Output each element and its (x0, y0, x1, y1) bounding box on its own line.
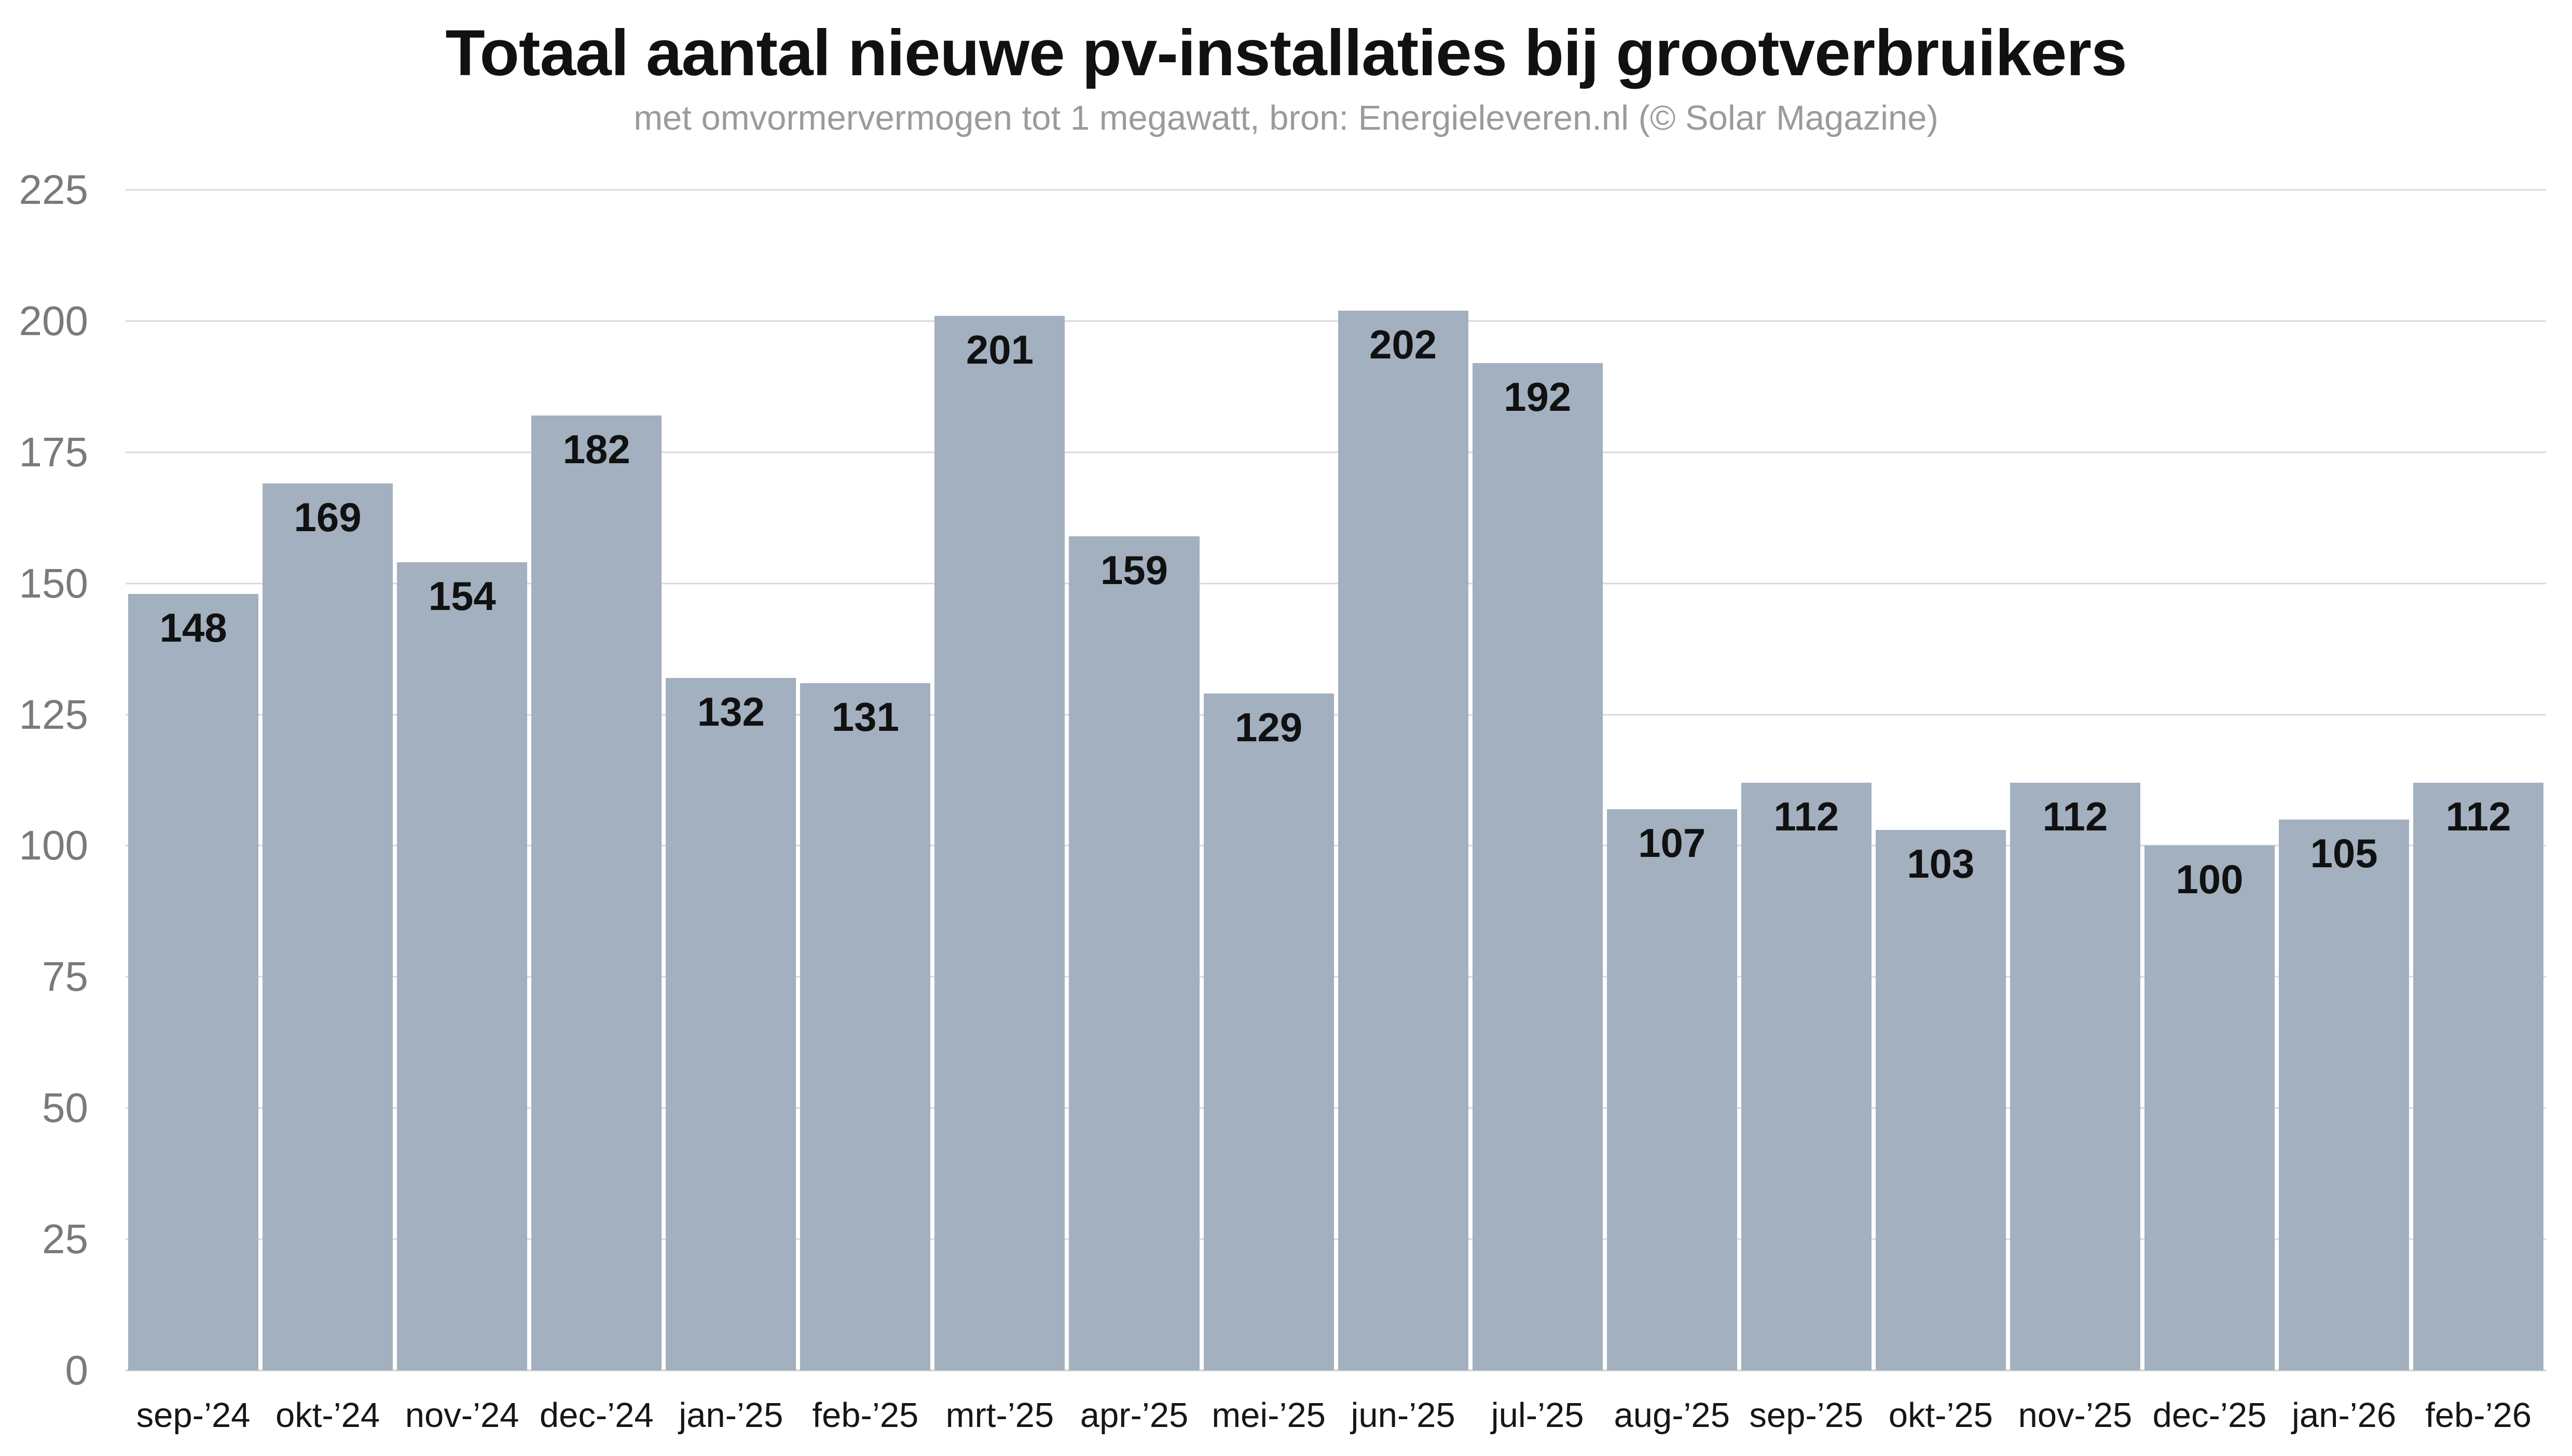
bar-value-label: 202 (1369, 321, 1437, 367)
gridline (126, 189, 2546, 191)
x-tick-label: sep-’25 (1749, 1396, 1864, 1435)
bar-value-label: 112 (2042, 794, 2108, 840)
x-tick-label: jan-’25 (679, 1396, 783, 1435)
bar: 202 (1338, 310, 1468, 1370)
x-tick-label: jun-’25 (1351, 1396, 1455, 1435)
plot-area: 148 169 154 182 132 131 201 159 129 202 192 107 112 1… (126, 189, 2546, 1371)
chart-header: Totaal aantal nieuwe pv-installaties bij… (0, 15, 2572, 139)
bar-value-label: 201 (966, 326, 1034, 372)
gridline (126, 320, 2546, 322)
x-tick-label: aug-’25 (1614, 1396, 1730, 1435)
bar-value-label: 132 (697, 688, 765, 734)
bar-value-label: 112 (1773, 794, 1839, 840)
x-tick-label: feb-’26 (2425, 1396, 2532, 1435)
y-axis: 0 25 50 75 100 125 150 175 200 225 (0, 169, 88, 1391)
gridline (126, 976, 2546, 978)
y-tick-label: 50 (42, 1085, 88, 1131)
bars: 148 169 154 182 132 131 201 159 129 202 192 107 112 1… (128, 190, 2544, 1370)
bar: 112 (2010, 783, 2140, 1370)
bar: 112 (1741, 783, 1872, 1370)
bar: 103 (1875, 830, 2006, 1370)
x-tick-label: apr-’25 (1080, 1396, 1189, 1435)
gridline (126, 583, 2546, 585)
bar: 131 (800, 683, 931, 1370)
x-tick-label: jan-’26 (2291, 1396, 2397, 1435)
x-tick-label: sep-’24 (136, 1396, 251, 1435)
gridline (126, 1107, 2546, 1109)
y-tick-label: 25 (42, 1216, 88, 1263)
x-axis: sep-’24 okt-’24 nov-’24 dec-’24 jan-’25 feb-’… (128, 1396, 2543, 1435)
x-tick-label: dec-’25 (2152, 1396, 2267, 1435)
y-tick-label: 125 (19, 691, 88, 738)
x-tick-label: jul-’25 (1491, 1396, 1584, 1435)
x-tick-label: feb-’25 (812, 1396, 919, 1435)
gridline (126, 451, 2546, 453)
bar: 169 (263, 483, 393, 1370)
bar: 148 (128, 593, 259, 1370)
bar-value-label: 129 (1234, 704, 1303, 751)
bar-value-label: 148 (159, 604, 227, 650)
bar: 112 (2413, 783, 2544, 1370)
bar: 182 (531, 415, 662, 1370)
gridline (126, 844, 2546, 847)
bar: 192 (1472, 363, 1603, 1370)
y-tick-label: 150 (19, 560, 88, 606)
bar: 100 (2144, 845, 2275, 1370)
bar: 105 (2279, 819, 2410, 1370)
y-tick-label: 175 (19, 428, 88, 475)
y-tick-label: 75 (42, 953, 88, 1000)
bar: 201 (934, 315, 1065, 1370)
y-tick-label: 100 (19, 822, 88, 869)
bar-value-label: 182 (562, 426, 630, 472)
y-tick-label: 225 (19, 167, 88, 213)
gridline (126, 714, 2546, 716)
bar-value-label: 169 (294, 494, 362, 540)
chart-subtitle: met omvormervermogen tot 1 megawatt, bro… (634, 99, 1938, 137)
bar-value-label: 112 (2445, 794, 2511, 840)
bar-value-label: 105 (2310, 830, 2378, 876)
x-tick-label: nov-’25 (2018, 1396, 2133, 1435)
y-tick-label: 200 (19, 297, 88, 344)
x-tick-label: dec-’24 (539, 1396, 654, 1435)
bar: 159 (1069, 536, 1200, 1370)
bar: 154 (397, 562, 528, 1370)
bar: 132 (666, 677, 796, 1370)
bar-value-label: 100 (2176, 856, 2244, 903)
bar-value-label: 107 (1638, 820, 1706, 866)
bar-value-label: 159 (1100, 547, 1168, 593)
x-tick-label: nov-’24 (405, 1396, 519, 1435)
bar-value-label: 154 (428, 573, 496, 619)
baseline-gridline (126, 1369, 2546, 1371)
bar-value-label: 192 (1504, 373, 1572, 420)
bar-value-label: 103 (1907, 841, 1975, 887)
bar: 107 (1606, 809, 1737, 1370)
chart-title: Totaal aantal nieuwe pv-installaties bij… (445, 17, 2127, 89)
gridline (126, 1238, 2546, 1240)
y-tick-label: 0 (65, 1347, 89, 1393)
x-tick-label: okt-’24 (276, 1396, 380, 1435)
x-tick-label: mei-’25 (1212, 1396, 1326, 1435)
x-tick-label: okt-’25 (1888, 1396, 1993, 1435)
bar: 129 (1203, 694, 1334, 1370)
x-tick-label: mrt-’25 (945, 1396, 1054, 1435)
bar-value-label: 131 (831, 694, 899, 740)
